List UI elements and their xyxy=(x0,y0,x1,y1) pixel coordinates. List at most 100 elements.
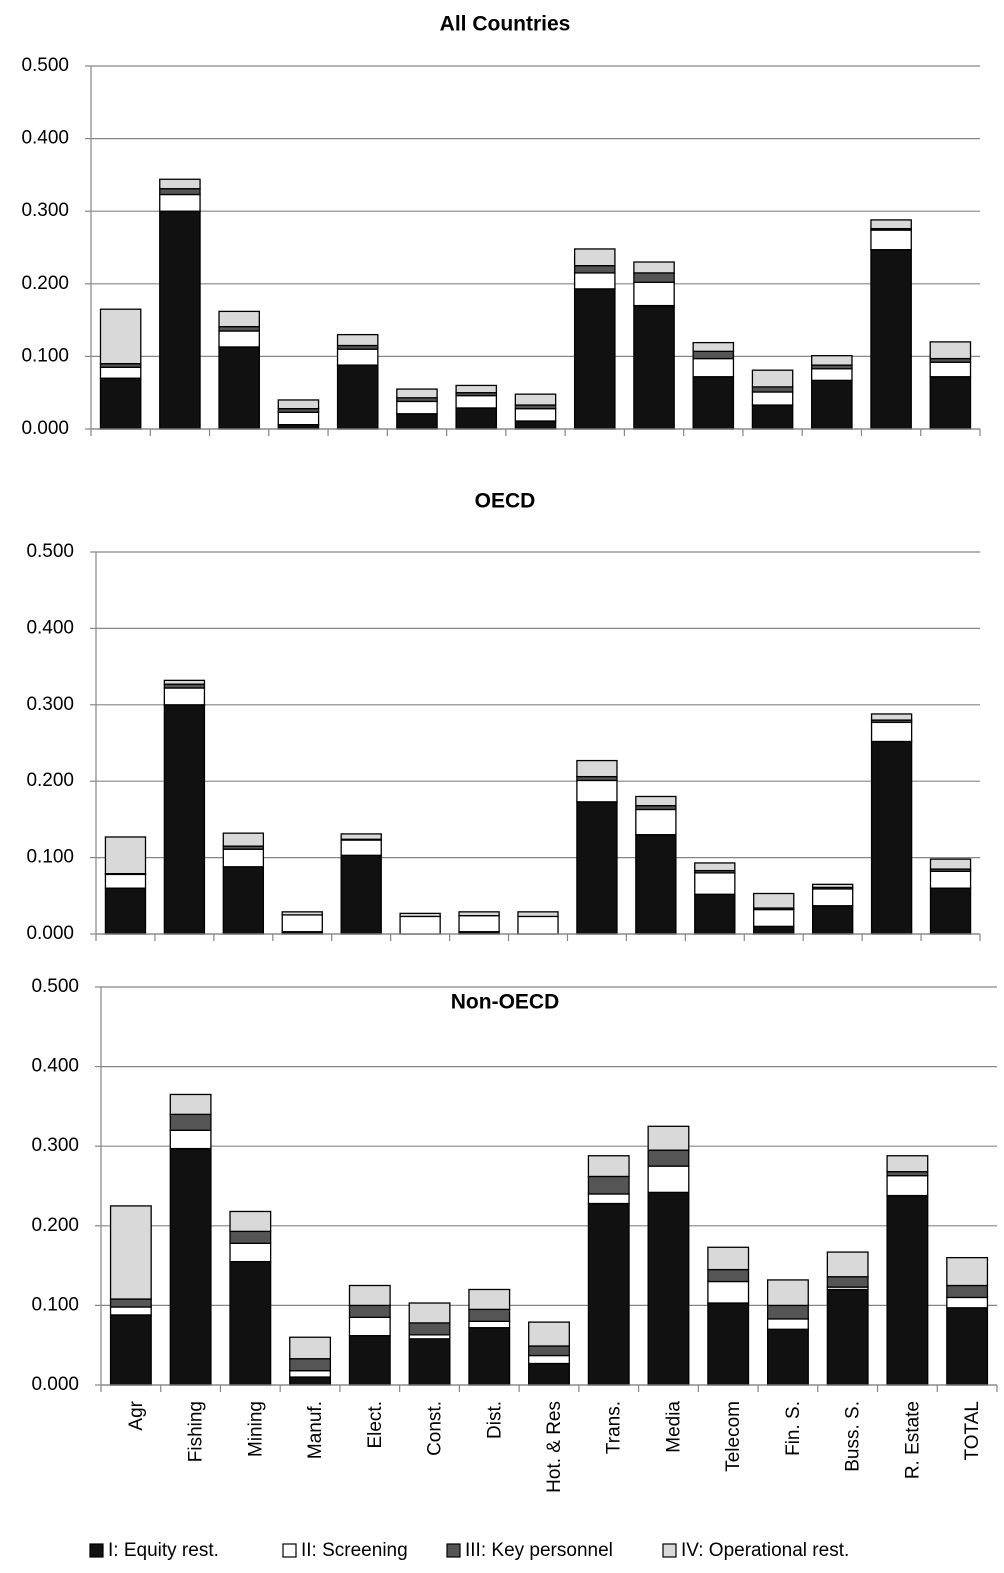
bar-segment xyxy=(694,872,736,895)
bar-segment xyxy=(104,887,147,935)
bar-segment xyxy=(99,366,142,379)
bar-segment xyxy=(633,272,675,283)
bar-segment xyxy=(929,376,972,430)
bar-segment xyxy=(633,261,675,274)
bar-segment xyxy=(946,1256,989,1287)
y-tick-label: 0.500 xyxy=(21,55,69,76)
bar-segment xyxy=(517,915,559,935)
bar-segment xyxy=(159,210,201,430)
legend-label: II: Screening xyxy=(301,1540,408,1561)
bar-segment xyxy=(109,1306,152,1316)
bar-segment xyxy=(692,376,735,430)
bar-segment xyxy=(870,713,913,721)
bar-segment xyxy=(766,1328,809,1386)
bar-segment xyxy=(336,348,379,366)
bar-segment xyxy=(633,304,675,430)
chart-title: OECD xyxy=(475,490,536,513)
bar-segment xyxy=(528,1354,570,1365)
bar-segment xyxy=(946,1284,989,1299)
bar-segment xyxy=(870,740,913,935)
bar-segment xyxy=(222,832,265,847)
bar-segment xyxy=(929,870,972,889)
y-tick-label: 0.200 xyxy=(26,770,74,791)
bar-segment xyxy=(946,1296,989,1309)
bar-segment xyxy=(886,1175,929,1197)
bar-segment xyxy=(811,905,854,935)
bar-segment xyxy=(163,679,206,685)
bar-segment xyxy=(587,1155,630,1178)
bar-segment xyxy=(707,1280,750,1304)
legend-swatch xyxy=(662,1543,677,1558)
bar-segment xyxy=(109,1298,152,1308)
bar-segment xyxy=(468,1320,511,1329)
bar-segment xyxy=(169,1129,212,1150)
bar-segment xyxy=(458,911,500,917)
y-tick-label: 0.200 xyxy=(31,1215,79,1236)
bar-segment xyxy=(277,399,320,410)
bar-segment xyxy=(886,1155,929,1173)
bar-segment xyxy=(340,839,382,856)
bar-segment xyxy=(751,391,794,406)
bar-segment xyxy=(826,1251,869,1278)
x-tick-label: Const. xyxy=(425,1401,446,1456)
bar-segment xyxy=(766,1318,809,1330)
bar-segment xyxy=(692,357,735,378)
bar-segment xyxy=(870,229,912,251)
bar-segment xyxy=(528,1345,570,1357)
bar-segment xyxy=(218,310,260,328)
chart-title: All Countries xyxy=(440,13,571,36)
bar-segment xyxy=(159,193,201,212)
bar-segment xyxy=(573,272,616,290)
bar-segment xyxy=(528,1321,570,1347)
bar-segment xyxy=(811,368,853,382)
bar-segment xyxy=(633,281,675,307)
bar-segment xyxy=(573,264,616,274)
bar-segment xyxy=(573,288,616,430)
bar-segment xyxy=(694,862,736,872)
bar-segment xyxy=(229,1260,272,1386)
x-tick-label: Trans. xyxy=(604,1401,625,1454)
bar-segment xyxy=(514,408,557,422)
bar-segment xyxy=(169,1147,212,1386)
bar-segment xyxy=(929,887,972,935)
bar-segment xyxy=(109,1314,152,1386)
legend-label: I: Equity rest. xyxy=(108,1540,219,1561)
bar-segment xyxy=(576,801,618,935)
y-tick-label: 0.400 xyxy=(26,617,74,638)
y-tick-label: 0.100 xyxy=(31,1294,79,1315)
bar-segment xyxy=(229,1230,272,1244)
bar-segment xyxy=(229,1210,272,1233)
x-tick-label: R. Estate xyxy=(902,1401,923,1479)
bar-segment xyxy=(811,379,853,430)
bar-segment xyxy=(514,393,557,406)
bar-segment xyxy=(576,779,618,803)
bar-segment xyxy=(222,866,265,935)
bar-segment xyxy=(573,248,616,267)
x-tick-label: Hot. & Res xyxy=(544,1401,565,1493)
x-tick-label: Elect. xyxy=(365,1401,386,1449)
bar-segment xyxy=(348,1334,391,1386)
x-tick-label: Dist. xyxy=(484,1401,505,1439)
bar-segment xyxy=(694,893,736,935)
x-tick-label: Fin. S. xyxy=(783,1401,804,1456)
bar-segment xyxy=(886,1194,929,1386)
bar-segment xyxy=(218,325,260,332)
bar-segment xyxy=(348,1304,391,1318)
bar-segment xyxy=(348,1316,391,1337)
bar-segment xyxy=(692,350,735,360)
bar-segment xyxy=(289,1370,332,1378)
bar-segment xyxy=(826,1276,869,1288)
bar-segment xyxy=(528,1362,570,1386)
bar-segment xyxy=(587,1202,630,1386)
y-tick-label: 0.000 xyxy=(26,923,74,944)
bar-segment xyxy=(870,219,912,230)
bar-segment xyxy=(517,911,559,918)
bar-segment xyxy=(870,721,913,743)
bar-segment xyxy=(635,795,677,807)
bar-segment xyxy=(396,388,438,399)
bar-segment xyxy=(399,912,441,918)
bar-segment xyxy=(408,1338,451,1386)
bar-segment xyxy=(647,1125,690,1151)
bar-segment xyxy=(289,1376,332,1386)
y-tick-label: 0.000 xyxy=(21,418,69,439)
